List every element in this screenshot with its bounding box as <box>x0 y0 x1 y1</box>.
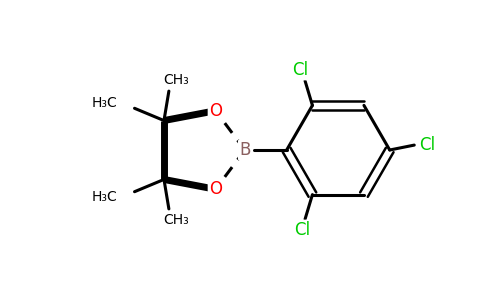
Text: H₃C: H₃C <box>91 190 117 204</box>
Text: CH₃: CH₃ <box>164 73 189 87</box>
Text: Cl: Cl <box>292 61 308 79</box>
Text: Cl: Cl <box>420 136 436 154</box>
Text: O: O <box>209 102 222 120</box>
Text: O: O <box>209 180 222 198</box>
Text: CH₃: CH₃ <box>164 213 189 227</box>
Text: H₃C: H₃C <box>91 96 117 110</box>
Text: B: B <box>239 141 251 159</box>
Text: Cl: Cl <box>295 221 311 239</box>
